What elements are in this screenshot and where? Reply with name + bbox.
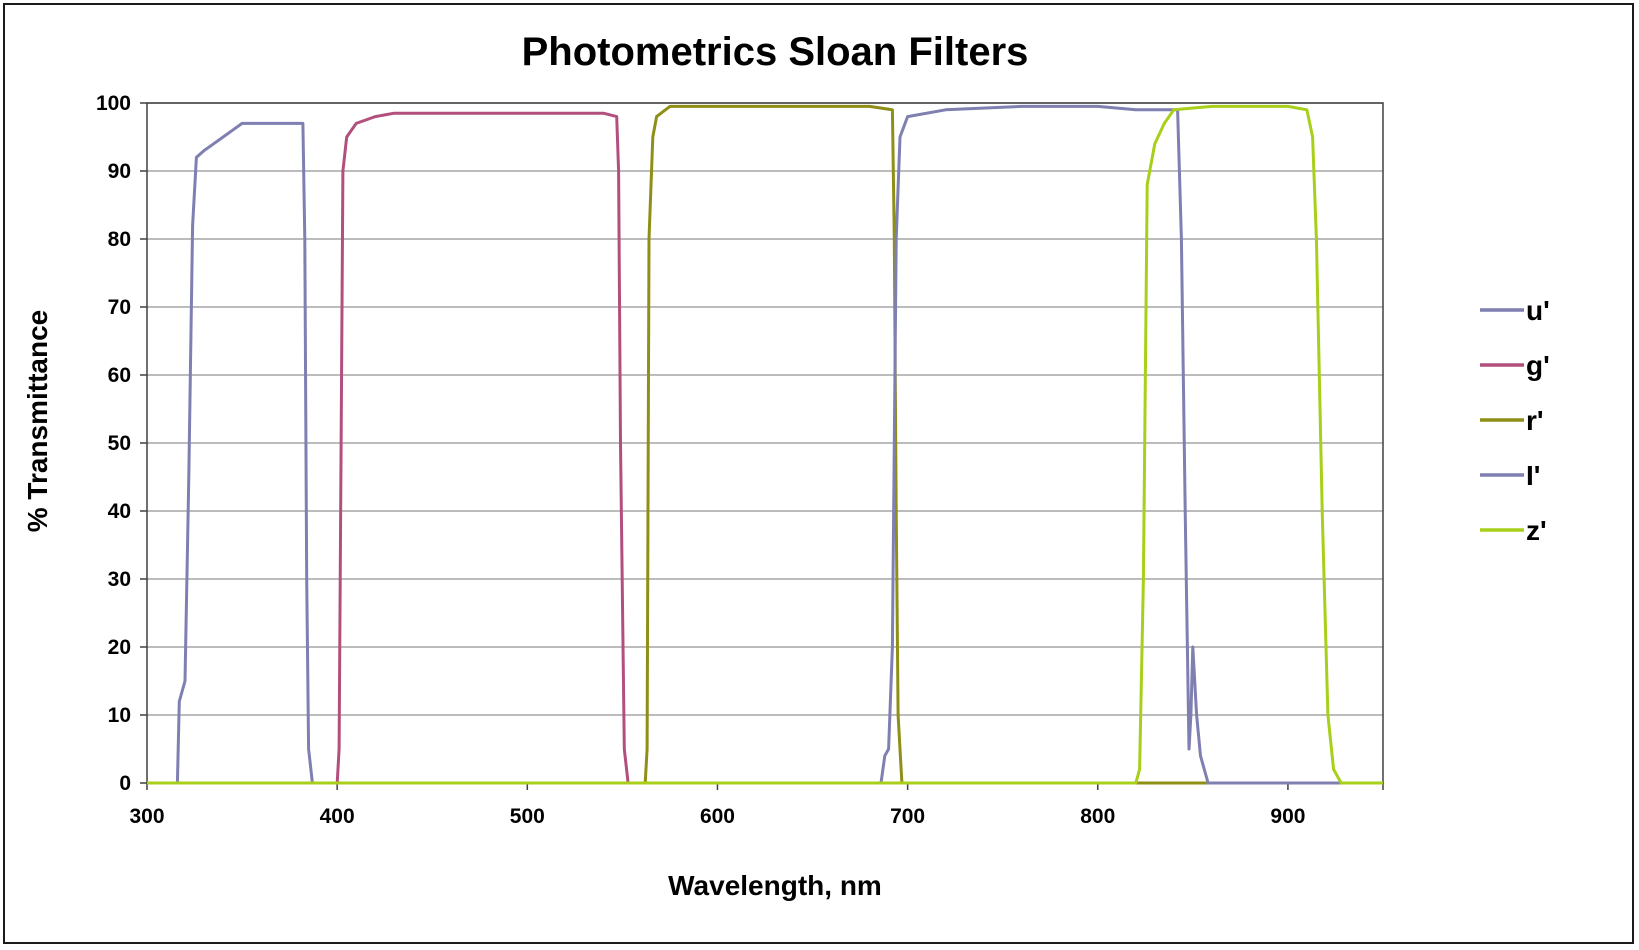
legend-label-3: I' [1526,460,1540,491]
series-line-4 [147,104,1383,785]
series-line-2 [147,104,1383,785]
series-line-0 [147,121,1383,785]
y-tick-label-60: 60 [108,364,131,387]
y-tick-label-0: 0 [119,772,131,795]
series-line-1 [147,111,1383,785]
y-tick-label-90: 90 [108,160,131,183]
x-tick-label-400: 400 [320,805,355,828]
legend-label-4: z' [1526,515,1547,546]
legend-label-0: u' [1526,295,1550,326]
chart-frame [3,3,1634,944]
y-tick-label-40: 40 [108,500,131,523]
y-tick-label-30: 30 [108,568,131,591]
y-tick-label-20: 20 [108,636,131,659]
legend-label-2: r' [1526,405,1544,436]
x-tick-label-700: 700 [890,805,925,828]
series-line-3 [147,104,1383,785]
y-tick-label-50: 50 [108,432,131,455]
x-tick-label-600: 600 [700,805,735,828]
y-tick-label-100: 100 [96,92,131,115]
x-tick-label-500: 500 [510,805,545,828]
chart-title: Photometrics Sloan Filters [521,30,1029,74]
x-tick-label-900: 900 [1270,805,1305,828]
x-axis-label: Wavelength, nm [668,870,882,901]
x-tick-label-800: 800 [1080,805,1115,828]
x-tick-label-300: 300 [129,805,164,828]
legend-label-1: g' [1526,350,1550,381]
y-tick-label-80: 80 [108,228,131,251]
y-tick-label-10: 10 [108,704,131,727]
y-tick-label-70: 70 [108,296,131,319]
